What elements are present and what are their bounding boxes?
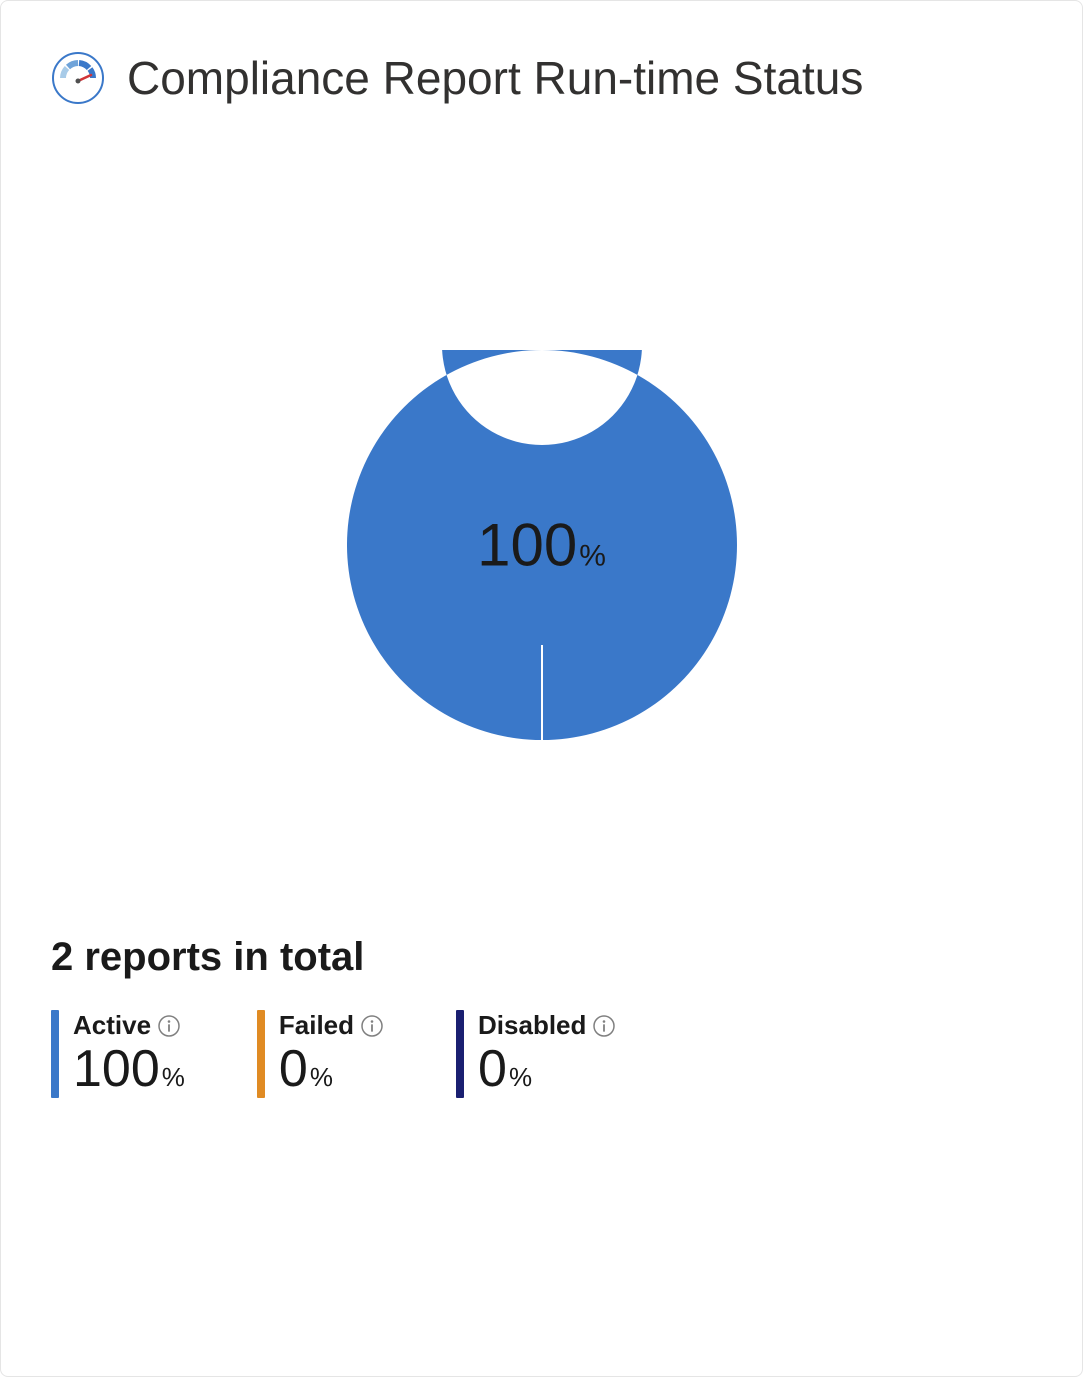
metric-failed: Failed 0 % (257, 1010, 384, 1098)
metric-disabled: Disabled 0 % (456, 1010, 616, 1098)
metric-label: Active (73, 1010, 151, 1041)
card-title: Compliance Report Run-time Status (127, 51, 863, 105)
donut-center-value: 100 (477, 511, 577, 580)
metric-label-row: Active (73, 1010, 185, 1041)
card-header: Compliance Report Run-time Status (51, 51, 1032, 105)
metric-value-row: 100 % (73, 1043, 185, 1095)
info-icon[interactable] (592, 1014, 616, 1038)
metric-unit: % (509, 1062, 532, 1093)
metric-value: 0 (478, 1043, 507, 1095)
chart-area: 100 % (51, 165, 1032, 925)
metric-label: Disabled (478, 1010, 586, 1041)
metric-value-row: 0 % (279, 1043, 384, 1095)
gauge-icon (51, 51, 105, 105)
metric-active: Active 100 % (51, 1010, 185, 1098)
info-icon[interactable] (157, 1014, 181, 1038)
metric-bar (51, 1010, 59, 1098)
metric-value-row: 0 % (478, 1043, 616, 1095)
info-icon[interactable] (360, 1014, 384, 1038)
metric-content: Active 100 % (73, 1010, 185, 1098)
metric-bar (257, 1010, 265, 1098)
metric-label-row: Failed (279, 1010, 384, 1041)
metric-label: Failed (279, 1010, 354, 1041)
donut-chart: 100 % (347, 350, 737, 740)
metric-bar (456, 1010, 464, 1098)
metric-label-row: Disabled (478, 1010, 616, 1041)
metric-unit: % (310, 1062, 333, 1093)
donut-center-unit: % (579, 540, 606, 574)
compliance-status-card: Compliance Report Run-time Status 100 % … (0, 0, 1083, 1377)
metric-value: 0 (279, 1043, 308, 1095)
summary-heading: 2 reports in total (51, 935, 1032, 980)
metric-content: Disabled 0 % (478, 1010, 616, 1098)
metric-unit: % (162, 1062, 185, 1093)
metrics-row: Active 100 % Failed (51, 1010, 1032, 1098)
metric-value: 100 (73, 1043, 160, 1095)
donut-center-label: 100 % (477, 511, 606, 580)
metric-content: Failed 0 % (279, 1010, 384, 1098)
